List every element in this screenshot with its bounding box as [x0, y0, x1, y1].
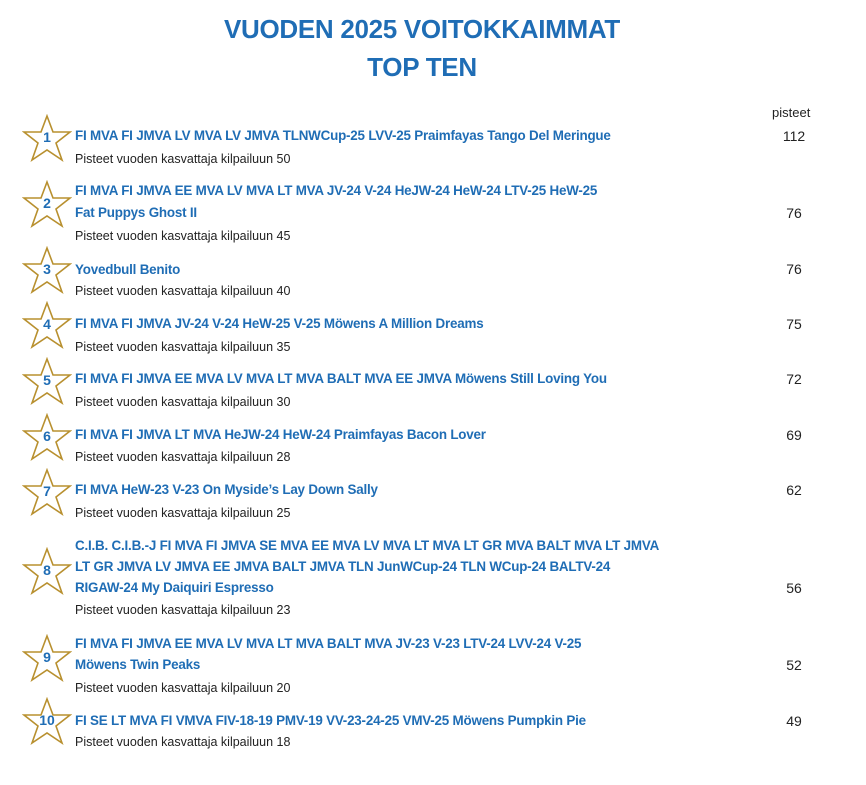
dog-title-line: FI MVA FI JMVA LT MVA HeJW-24 HeW-24 Pra… [75, 427, 486, 442]
breeder-points: Pisteet vuoden kasvattaja kilpailuun 40 [75, 284, 291, 298]
rank-number: 10 [39, 712, 55, 728]
star-icon: 9 [22, 634, 72, 682]
star-icon: 10 [22, 697, 72, 745]
points-value: 76 [786, 261, 802, 277]
breeder-points: Pisteet vuoden kasvattaja kilpailuun 30 [75, 395, 291, 409]
dog-title-line: Yovedbull Benito [75, 262, 181, 277]
dog-title-line: FI MVA FI JMVA LV MVA LV JMVA TLNWCup-25… [75, 128, 611, 143]
breeder-points: Pisteet vuoden kasvattaja kilpailuun 18 [75, 735, 291, 749]
breeder-points: Pisteet vuoden kasvattaja kilpailuun 35 [75, 340, 291, 354]
points-value: 72 [786, 371, 802, 387]
dog-title-line: FI MVA FI JMVA JV-24 V-24 HeW-25 V-25 Mö… [75, 316, 484, 331]
rank-number: 7 [43, 483, 51, 499]
page-title: VUODEN 2025 VOITOKKAIMMAT [223, 14, 621, 44]
rank-number: 9 [43, 649, 51, 665]
dog-title-line: FI SE LT MVA FI VMVA FIV-18-19 PMV-19 VV… [75, 713, 586, 728]
dog-title-line: C.I.B. C.I.B.-J FI MVA FI JMVA SE MVA EE… [75, 538, 660, 553]
points-value: 76 [786, 205, 802, 221]
dog-title-line: Möwens Twin Peaks [75, 657, 201, 672]
rank-number: 4 [43, 316, 51, 332]
rank-number: 5 [43, 372, 51, 388]
points-value: 75 [786, 316, 802, 332]
star-icon: 8 [22, 547, 72, 595]
dog-title-line: FI MVA FI JMVA EE MVA LV MVA LT MVA JV-2… [75, 183, 598, 198]
rank-number: 3 [43, 261, 51, 277]
dog-title-line: LT GR JMVA LV JMVA EE JMVA BALT JMVA TLN… [75, 559, 611, 574]
star-icon: 7 [22, 468, 72, 516]
star-icon: 6 [22, 413, 72, 461]
points-value: 112 [782, 128, 806, 144]
star-icon: 4 [22, 301, 72, 349]
rank-number: 2 [43, 195, 51, 211]
rank-number: 1 [43, 129, 51, 145]
breeder-points: Pisteet vuoden kasvattaja kilpailuun 25 [75, 506, 291, 520]
page-subtitle: TOP TEN [367, 52, 477, 82]
breeder-points: Pisteet vuoden kasvattaja kilpailuun 23 [75, 603, 291, 617]
breeder-points: Pisteet vuoden kasvattaja kilpailuun 45 [75, 229, 291, 243]
points-value: 56 [786, 580, 802, 596]
breeder-points: Pisteet vuoden kasvattaja kilpailuun 28 [75, 450, 291, 464]
dog-title-line: Fat Puppys Ghost II [75, 205, 197, 220]
rank-number: 8 [43, 562, 51, 578]
points-value: 49 [786, 713, 802, 729]
points-value: 52 [786, 657, 802, 673]
breeder-points: Pisteet vuoden kasvattaja kilpailuun 20 [75, 681, 291, 695]
rank-number: 6 [43, 428, 51, 444]
star-icon: 2 [22, 180, 72, 228]
points-value: 62 [786, 482, 802, 498]
points-column-header: pisteet [772, 105, 811, 120]
star-icon: 1 [22, 114, 72, 162]
dog-title-line: FI MVA HeW-23 V-23 On Myside’s Lay Down … [75, 482, 378, 497]
breeder-points: Pisteet vuoden kasvattaja kilpailuun 50 [75, 152, 291, 166]
dog-title-line: RIGAW-24 My Daiquiri Espresso [75, 580, 274, 595]
dog-title-line: FI MVA FI JMVA EE MVA LV MVA LT MVA BALT… [75, 371, 607, 386]
points-value: 69 [786, 427, 802, 443]
star-icon: 3 [22, 246, 72, 294]
dog-title-line: FI MVA FI JMVA EE MVA LV MVA LT MVA BALT… [75, 636, 582, 651]
star-icon: 5 [22, 357, 72, 405]
